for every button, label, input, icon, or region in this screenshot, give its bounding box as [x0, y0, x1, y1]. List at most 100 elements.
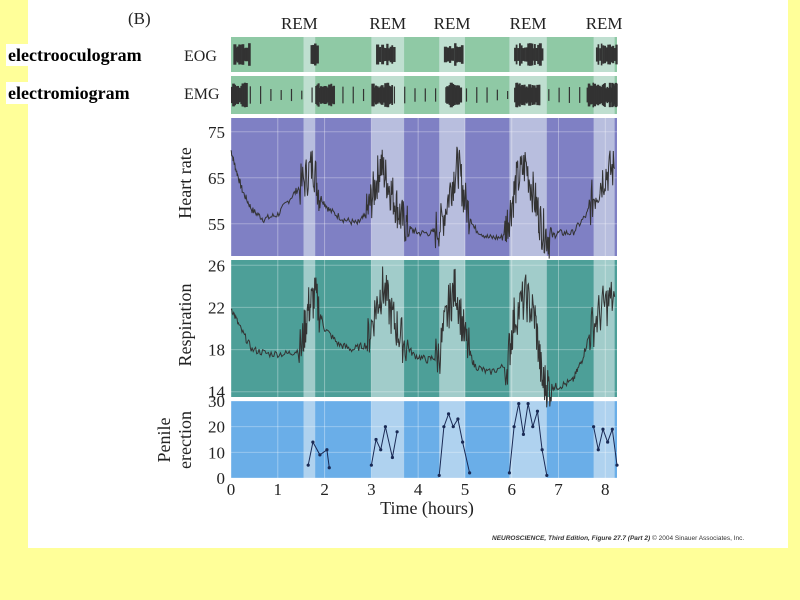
emg-tick-84	[270, 89, 272, 101]
ytick-resp-22: 22	[208, 298, 225, 317]
emg-tick-172	[311, 87, 313, 103]
emg-burst-82	[538, 84, 541, 106]
ytick-pen-0: 0	[217, 469, 226, 488]
eog-burst-43	[523, 47, 526, 62]
emg-tick-282	[362, 88, 365, 102]
eog-burst-34	[457, 47, 460, 62]
emg-tick-480	[455, 87, 457, 103]
eog-burst-52	[538, 43, 542, 66]
penile-point-2-5	[390, 455, 395, 460]
ytick-pen-30: 30	[208, 392, 225, 411]
eog-burst-19	[382, 47, 385, 62]
figure-credit: NEUROSCIENCE, Third Edition, Figure 27.7…	[492, 535, 744, 542]
emg-burst-60	[459, 87, 463, 103]
emg-burst-14	[246, 83, 248, 107]
eog-label: EOG	[184, 48, 217, 65]
emg-tick-788	[599, 90, 601, 100]
eog-burst-60	[605, 47, 609, 62]
eog-burst-7	[243, 48, 246, 61]
eog-burst-58	[602, 45, 605, 64]
penile-point-2-1	[369, 463, 373, 467]
emg-burst-1	[231, 86, 233, 104]
emg-burst-96	[601, 84, 604, 106]
emg-burst-108	[615, 83, 618, 107]
emg-burst-58	[456, 85, 459, 105]
penile-point-4-5	[526, 401, 530, 406]
eog-burst-25	[393, 47, 396, 62]
rem-label-3: REM	[434, 14, 471, 33]
eog-burst-37	[514, 47, 517, 62]
emg-burst-27	[329, 84, 332, 106]
x-axis-label: Time (hours)	[380, 498, 474, 519]
ytick-heart-65: 65	[208, 169, 225, 188]
penile-point-5-5	[610, 427, 614, 431]
eog-panel-bg	[231, 37, 617, 72]
penile-point-1-1	[306, 463, 310, 467]
emg-tick-62	[260, 86, 262, 104]
rem-label-5: REM	[586, 14, 623, 33]
emg-burst-12	[243, 82, 246, 108]
penile-point-4-3	[517, 401, 521, 406]
credit-copyright: © 2004 Sinauer Associates, Inc.	[652, 535, 745, 542]
xtick-1: 1	[274, 480, 283, 499]
emg-tick-722	[568, 87, 571, 103]
emg-tick-370	[404, 86, 406, 104]
emg-burst-46	[388, 85, 391, 105]
rem-band-pen-5	[593, 401, 615, 478]
emg-burst-71	[525, 86, 528, 104]
emg-burst-49	[446, 86, 449, 104]
penile-episode-2	[370, 426, 398, 466]
emg-tick-194	[321, 88, 323, 102]
penile-point-4-4	[521, 432, 526, 436]
emg-burst-15	[315, 85, 318, 105]
emg-burst-54	[452, 83, 455, 107]
eog-burst-9	[246, 47, 249, 62]
respiration-ylabel: Respiration	[175, 284, 195, 367]
eog-burst-2	[234, 47, 238, 62]
penile-point-4-6	[531, 425, 535, 429]
eog-burst-48	[532, 48, 535, 61]
penile-ylabel-line1: Penile	[154, 417, 174, 462]
penile-point-3-1	[437, 473, 441, 478]
eog-burst-6	[241, 44, 245, 65]
eog-burst-44	[525, 47, 528, 62]
eog-burst-50	[535, 47, 539, 62]
eog-burst-45	[527, 43, 531, 66]
eog-burst-36	[460, 45, 464, 64]
emg-tick-810	[609, 87, 612, 103]
penile-point-3-2	[442, 425, 446, 429]
rem-band-heart-5	[593, 118, 615, 256]
eog-burst-26	[443, 46, 447, 63]
emg-burst-23	[324, 86, 327, 104]
heart-panel-bg	[231, 118, 617, 256]
emg-burst-18	[318, 87, 321, 103]
eog-burst-40	[519, 43, 521, 66]
eog-burst-32	[454, 43, 457, 66]
emg-burst-67	[521, 84, 523, 106]
emg-tick-458	[445, 87, 447, 103]
penile-point-3-7	[468, 471, 472, 475]
emg-burst-34	[374, 85, 378, 105]
eog-burst-41	[520, 45, 523, 64]
eog-burst-57	[600, 43, 603, 66]
rem-label-4: REM	[510, 14, 547, 33]
rem-band-eog-1	[303, 37, 316, 72]
xtick-5: 5	[461, 480, 470, 499]
emg-burst-43	[385, 83, 388, 107]
emg-burst-105	[612, 83, 615, 107]
eog-burst-8	[244, 47, 247, 62]
penile-point-2-4	[383, 425, 387, 429]
eog-burst-14	[315, 45, 319, 64]
emg-burst-88	[592, 82, 595, 108]
eog-burst-47	[530, 43, 534, 66]
eog-burst-56	[599, 48, 602, 61]
eog-burst-62	[608, 44, 611, 65]
emg-burst-6	[236, 85, 240, 105]
eog-burst-18	[381, 44, 385, 65]
emg-tick-348	[393, 86, 396, 104]
penile-point-2-6	[395, 430, 399, 434]
ytick-heart-75: 75	[208, 123, 225, 142]
emg-burst-92	[597, 84, 600, 106]
respiration-line	[230, 266, 616, 408]
emg-burst-13	[245, 83, 248, 107]
